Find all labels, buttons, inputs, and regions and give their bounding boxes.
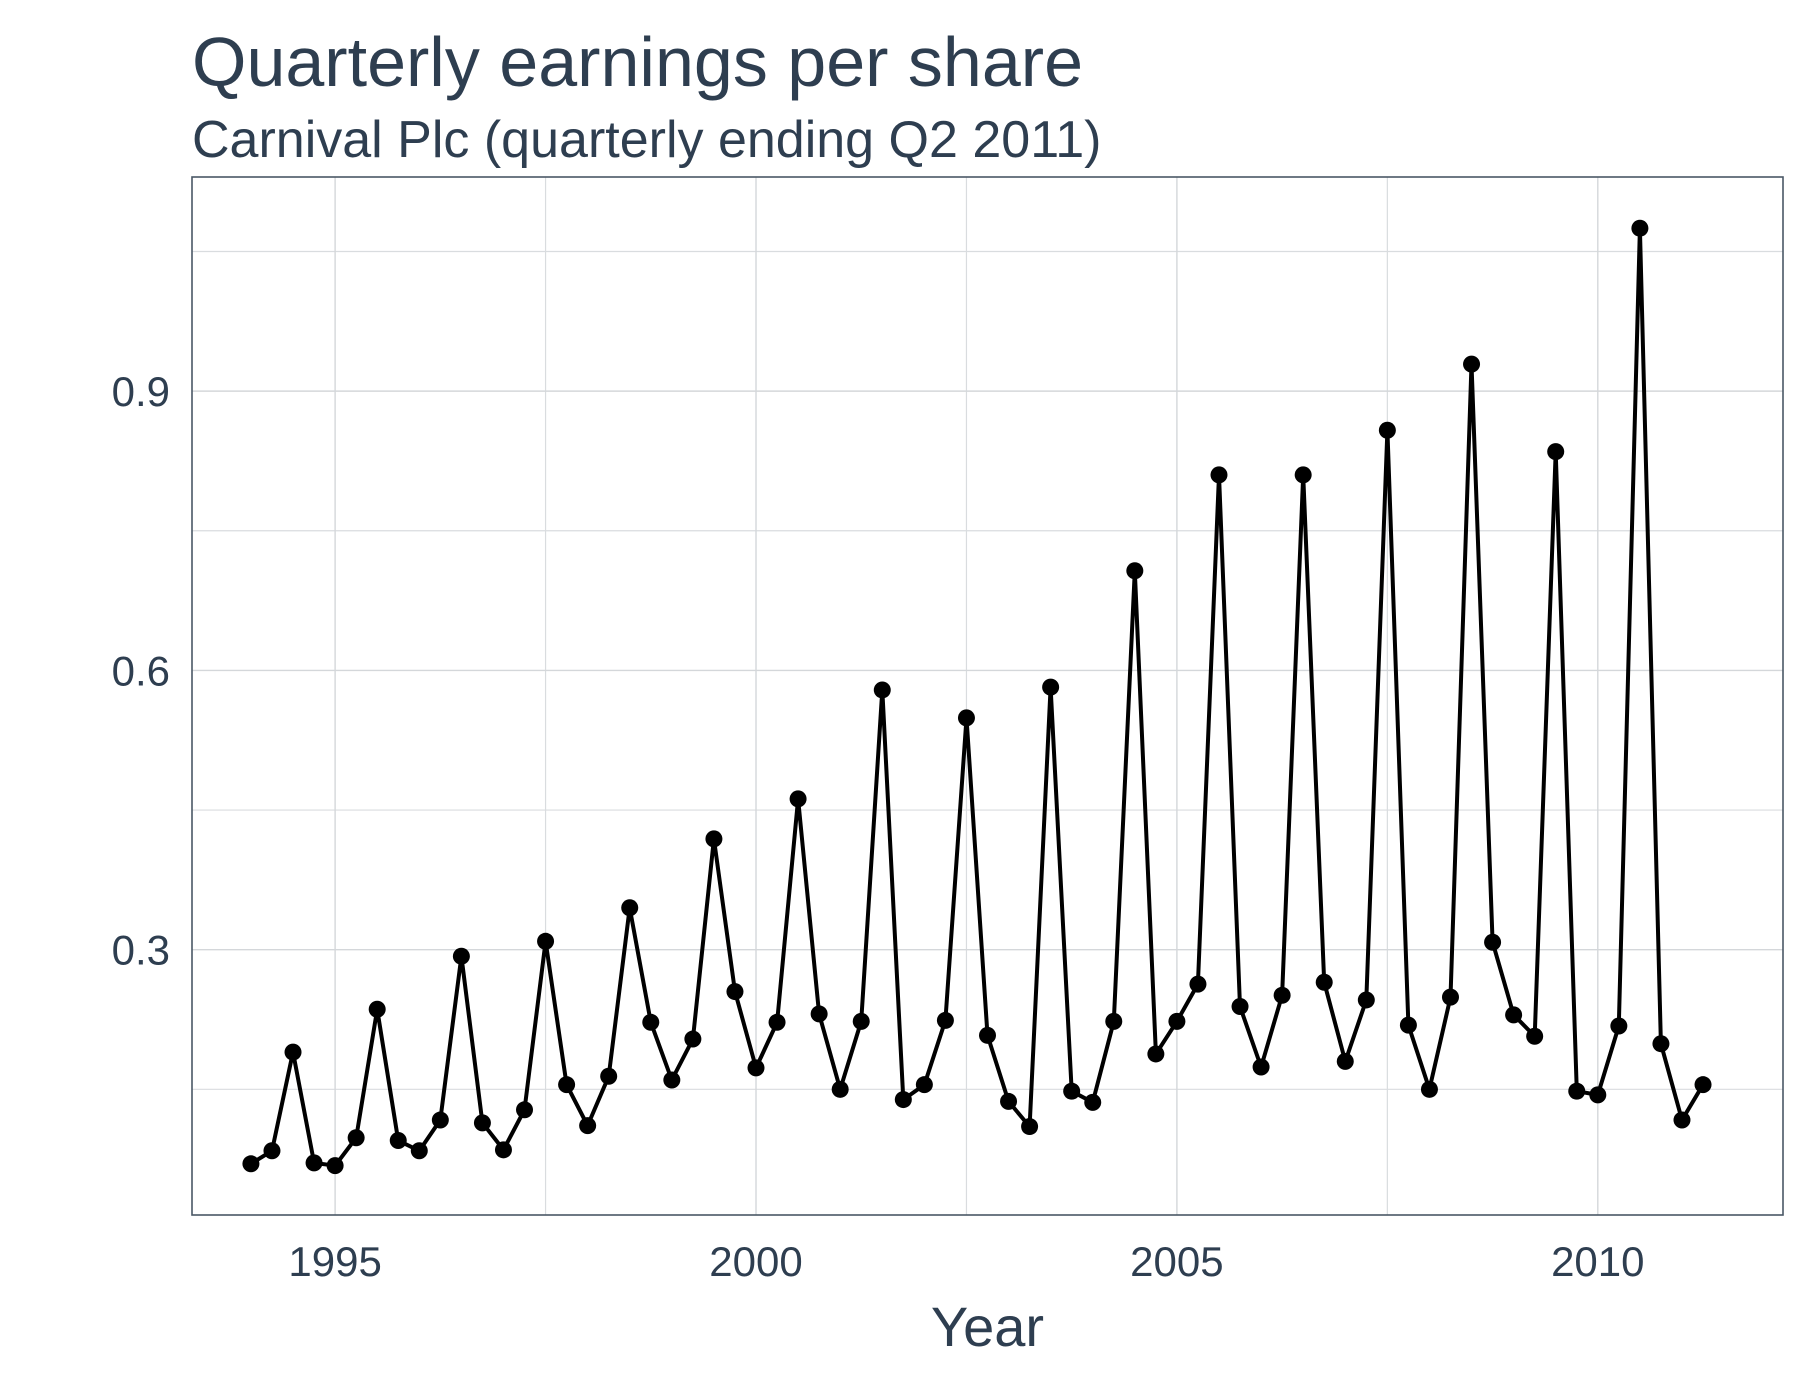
data-point <box>1000 1092 1018 1110</box>
data-point <box>936 1011 954 1029</box>
data-point <box>642 1013 660 1031</box>
y-tick-label: 0.3 <box>112 927 170 974</box>
data-point <box>1547 443 1565 461</box>
data-point <box>1294 466 1312 484</box>
data-point <box>1505 1006 1523 1024</box>
data-point <box>831 1080 849 1098</box>
data-point <box>1042 678 1060 696</box>
data-point <box>452 947 470 965</box>
chart-subtitle: Carnival Plc (quarterly ending Q2 2011) <box>192 111 1102 169</box>
data-point <box>1589 1086 1607 1104</box>
x-tick-label: 2005 <box>1130 1238 1223 1285</box>
data-point <box>305 1154 323 1172</box>
data-point <box>979 1026 996 1044</box>
tick-labels: 1995 2000 2005 2010 0.3 0.6 0.9 <box>112 368 1645 1285</box>
data-point <box>1673 1111 1691 1129</box>
data-point <box>1610 1017 1628 1035</box>
data-point <box>558 1076 576 1094</box>
y-tick-label: 0.6 <box>112 647 170 694</box>
grid-lines <box>192 177 1783 1215</box>
data-point <box>621 899 639 917</box>
data-point <box>347 1129 365 1147</box>
data-point <box>1399 1016 1417 1034</box>
data-point <box>1084 1093 1102 1111</box>
data-point <box>1463 355 1481 373</box>
data-point <box>1441 988 1459 1006</box>
data-point <box>516 1101 534 1119</box>
data-point <box>1189 975 1207 993</box>
data-point <box>326 1157 344 1175</box>
data-point <box>410 1142 428 1160</box>
data-point <box>789 790 807 808</box>
data-point <box>263 1142 281 1160</box>
data-point <box>537 932 555 950</box>
data-point <box>1063 1082 1081 1100</box>
data-point <box>600 1067 618 1085</box>
data-point <box>894 1091 912 1109</box>
data-point <box>1378 421 1396 439</box>
data-point <box>663 1071 681 1089</box>
data-point <box>1694 1076 1712 1094</box>
data-point <box>1231 997 1249 1015</box>
data-point <box>368 1000 386 1018</box>
data-point <box>1357 991 1375 1009</box>
data-point <box>1420 1080 1438 1098</box>
data-point <box>852 1012 870 1030</box>
data-point <box>1652 1035 1670 1053</box>
data-point <box>705 830 723 848</box>
series-layer <box>242 219 1712 1175</box>
data-point <box>1336 1052 1354 1070</box>
data-point <box>1021 1118 1039 1136</box>
data-point <box>684 1030 702 1048</box>
y-tick-label: 0.9 <box>112 368 170 415</box>
data-point <box>1252 1058 1270 1076</box>
data-point <box>747 1059 765 1077</box>
data-point <box>1315 973 1333 991</box>
data-point <box>1105 1012 1123 1030</box>
x-tick-label: 2010 <box>1551 1238 1644 1285</box>
data-point <box>431 1111 449 1129</box>
data-point <box>1168 1012 1186 1030</box>
data-point <box>726 983 744 1001</box>
data-point <box>242 1155 260 1173</box>
data-point <box>494 1141 512 1159</box>
x-axis-title: Year <box>931 1295 1044 1358</box>
data-point <box>579 1117 597 1135</box>
data-point <box>1126 562 1144 580</box>
data-point <box>1147 1045 1165 1063</box>
data-point <box>915 1076 933 1094</box>
data-point <box>473 1114 491 1132</box>
data-point <box>389 1132 407 1150</box>
x-tick-label: 2000 <box>709 1238 802 1285</box>
data-point <box>1273 986 1291 1004</box>
plot-panel-border <box>191 176 1784 1216</box>
data-point <box>873 681 891 699</box>
data-point <box>768 1013 786 1031</box>
data-point <box>1568 1082 1586 1100</box>
data-point <box>1526 1027 1544 1045</box>
data-point <box>810 1005 828 1023</box>
data-point <box>957 709 975 727</box>
data-point <box>284 1043 302 1061</box>
data-point <box>1210 466 1228 484</box>
chart-title: Quarterly earnings per share <box>192 23 1083 101</box>
data-point <box>1631 219 1649 237</box>
data-point <box>1484 933 1502 951</box>
x-tick-label: 1995 <box>288 1238 381 1285</box>
series-line <box>249 226 1705 1168</box>
